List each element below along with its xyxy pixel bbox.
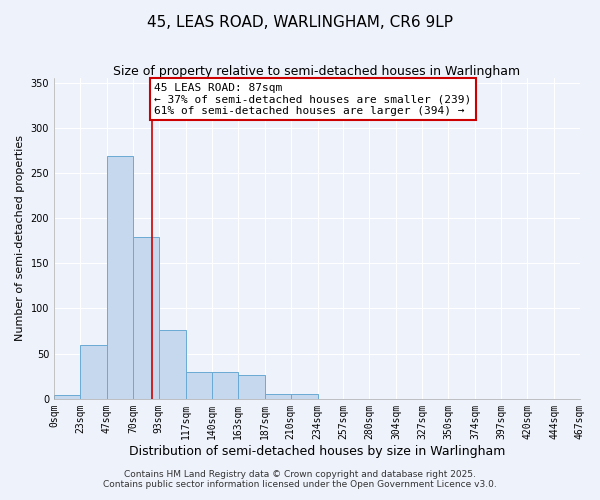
Bar — [159, 330, 186, 399]
Bar — [290, 394, 317, 399]
Bar — [212, 372, 238, 399]
Bar — [133, 237, 159, 399]
Bar — [265, 394, 290, 399]
Bar — [54, 395, 80, 399]
Bar — [186, 372, 212, 399]
Bar — [238, 376, 265, 399]
Text: 45 LEAS ROAD: 87sqm
← 37% of semi-detached houses are smaller (239)
61% of semi-: 45 LEAS ROAD: 87sqm ← 37% of semi-detach… — [154, 83, 472, 116]
Bar — [107, 156, 133, 399]
Bar — [80, 344, 107, 399]
Text: Contains HM Land Registry data © Crown copyright and database right 2025.
Contai: Contains HM Land Registry data © Crown c… — [103, 470, 497, 489]
Text: 45, LEAS ROAD, WARLINGHAM, CR6 9LP: 45, LEAS ROAD, WARLINGHAM, CR6 9LP — [147, 15, 453, 30]
X-axis label: Distribution of semi-detached houses by size in Warlingham: Distribution of semi-detached houses by … — [129, 444, 505, 458]
Title: Size of property relative to semi-detached houses in Warlingham: Size of property relative to semi-detach… — [113, 65, 521, 78]
Y-axis label: Number of semi-detached properties: Number of semi-detached properties — [15, 136, 25, 342]
